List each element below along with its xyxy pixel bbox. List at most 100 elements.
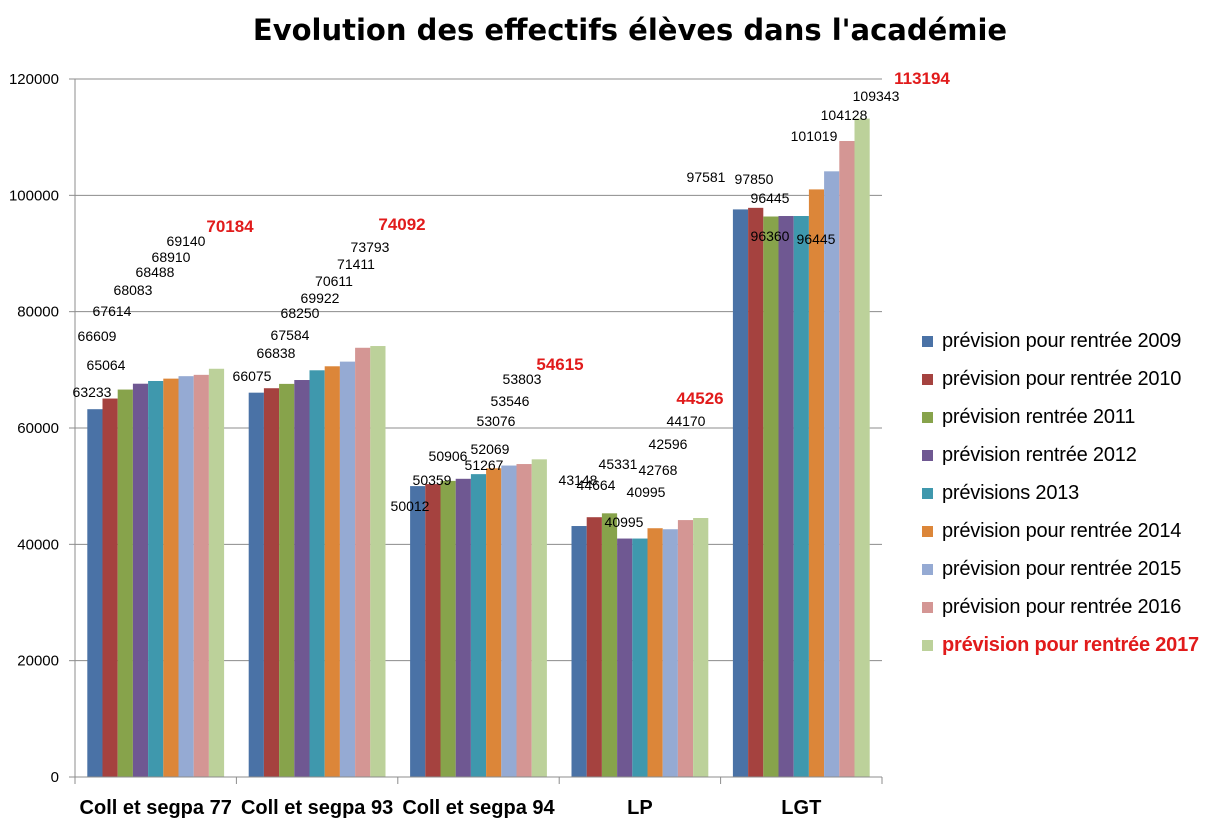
bar bbox=[501, 465, 517, 777]
data-label: 66075 bbox=[233, 368, 272, 384]
bar bbox=[193, 374, 209, 777]
chart-title: Evolution des effectifs élèves dans l'ac… bbox=[253, 13, 1007, 47]
data-label: 50359 bbox=[413, 472, 452, 488]
legend-swatch bbox=[922, 601, 933, 613]
data-label: 52069 bbox=[471, 441, 510, 457]
legend-item: prévision pour rentrée 2014 bbox=[922, 512, 1213, 550]
bar bbox=[617, 538, 633, 777]
legend-item: prévision rentrée 2012 bbox=[922, 436, 1213, 474]
legend-label: prévision pour rentrée 2009 bbox=[942, 329, 1182, 352]
bar bbox=[778, 216, 794, 777]
data-labels: 63233 65064 66609 67614 68083 684886891069140… bbox=[73, 69, 951, 530]
legend-item: prévision pour rentrée 2016 bbox=[922, 588, 1213, 626]
data-label: 68083 bbox=[114, 282, 153, 298]
data-label: 97581 bbox=[687, 169, 726, 185]
bar bbox=[586, 517, 602, 777]
y-axis-ticks: 0 20000 40000 60000 80000 100000 120000 bbox=[9, 71, 59, 786]
data-label: 63233 bbox=[73, 384, 112, 400]
bar bbox=[102, 398, 118, 777]
bar bbox=[486, 468, 502, 777]
legend: prévision pour rentrée 2009 prévision pou… bbox=[922, 322, 1213, 664]
bar bbox=[148, 380, 164, 777]
legend-label: prévision pour rentrée 2016 bbox=[942, 595, 1182, 618]
data-label: 113194 bbox=[894, 69, 950, 88]
data-label: 51267 bbox=[465, 457, 504, 473]
data-label: 66609 bbox=[78, 328, 117, 344]
bar bbox=[732, 209, 749, 777]
legend-item: prévision pour rentrée 2010 bbox=[922, 360, 1213, 398]
legend-swatch bbox=[922, 411, 933, 423]
data-label: 65064 bbox=[87, 357, 126, 373]
data-label: 68250 bbox=[281, 305, 320, 321]
bar bbox=[425, 484, 441, 777]
data-label: 43148 bbox=[559, 472, 598, 488]
data-label: 53076 bbox=[477, 413, 516, 429]
bar bbox=[516, 464, 532, 777]
bar bbox=[693, 518, 709, 777]
x-category-label: LP bbox=[627, 797, 653, 819]
legend-item: prévision rentrée 2011 bbox=[922, 398, 1213, 436]
legend-item: prévision pour rentrée 2017 bbox=[922, 626, 1213, 664]
legend-swatch bbox=[922, 449, 933, 461]
y-tick-label: 60000 bbox=[17, 420, 59, 437]
data-label: 42596 bbox=[649, 436, 688, 452]
bar bbox=[163, 378, 179, 777]
y-tick-label: 120000 bbox=[9, 71, 59, 88]
bar bbox=[339, 361, 356, 777]
legend-label: prévision pour rentrée 2014 bbox=[942, 519, 1182, 542]
bar bbox=[355, 347, 371, 777]
bar bbox=[748, 207, 764, 777]
data-label: 42768 bbox=[639, 462, 678, 478]
y-tick-label: 40000 bbox=[17, 536, 59, 553]
data-label: 96445 bbox=[751, 190, 790, 206]
data-label: 104128 bbox=[821, 107, 868, 123]
bar bbox=[470, 474, 487, 777]
bar bbox=[808, 189, 825, 778]
legend-swatch bbox=[922, 335, 933, 347]
legend-label: prévision rentrée 2011 bbox=[942, 405, 1136, 428]
bar bbox=[677, 520, 694, 777]
bar bbox=[632, 538, 648, 777]
bar bbox=[410, 486, 426, 777]
bar bbox=[248, 392, 264, 777]
data-label: 53803 bbox=[503, 371, 542, 387]
data-label: 67584 bbox=[271, 327, 310, 343]
y-tick-label: 0 bbox=[51, 769, 59, 786]
bars bbox=[87, 118, 870, 778]
data-label: 96360 bbox=[751, 228, 790, 244]
data-label: 97850 bbox=[735, 171, 774, 187]
legend-label: prévision pour rentrée 2015 bbox=[942, 557, 1182, 580]
data-label: 96445 bbox=[797, 231, 836, 247]
x-category-label: Coll et segpa 93 bbox=[241, 797, 393, 819]
data-label: 68910 bbox=[152, 249, 191, 265]
data-label: 50012 bbox=[391, 498, 430, 514]
bar bbox=[208, 368, 225, 777]
x-category-label: Coll et segpa 77 bbox=[80, 797, 232, 819]
bar bbox=[279, 383, 295, 777]
bar bbox=[324, 366, 340, 777]
data-label: 70184 bbox=[206, 217, 254, 236]
data-label: 109343 bbox=[853, 88, 900, 104]
data-label: 70611 bbox=[315, 273, 353, 289]
bar bbox=[455, 478, 471, 777]
legend-swatch bbox=[922, 373, 933, 385]
legend-swatch bbox=[922, 639, 933, 651]
bar bbox=[662, 529, 678, 777]
bar bbox=[601, 513, 618, 777]
data-label: 44664 bbox=[577, 477, 616, 493]
bar bbox=[647, 528, 663, 777]
data-label: 69922 bbox=[301, 290, 340, 306]
legend-label: prévision rentrée 2012 bbox=[942, 443, 1137, 466]
legend-item: prévisions 2013 bbox=[922, 474, 1213, 512]
data-label: 74092 bbox=[378, 215, 425, 234]
legend-swatch bbox=[922, 563, 933, 575]
data-label: 73793 bbox=[351, 239, 390, 255]
data-label: 71411 bbox=[337, 256, 375, 272]
bar bbox=[839, 140, 855, 777]
data-label: 67614 bbox=[93, 303, 132, 319]
bar bbox=[294, 380, 310, 777]
category-labels: Coll et segpa 77 Coll et segpa 93 Coll et … bbox=[80, 797, 822, 819]
data-label: 40995 bbox=[627, 484, 666, 500]
legend-label: prévision pour rentrée 2010 bbox=[942, 367, 1182, 390]
y-tick-label: 100000 bbox=[9, 187, 59, 204]
